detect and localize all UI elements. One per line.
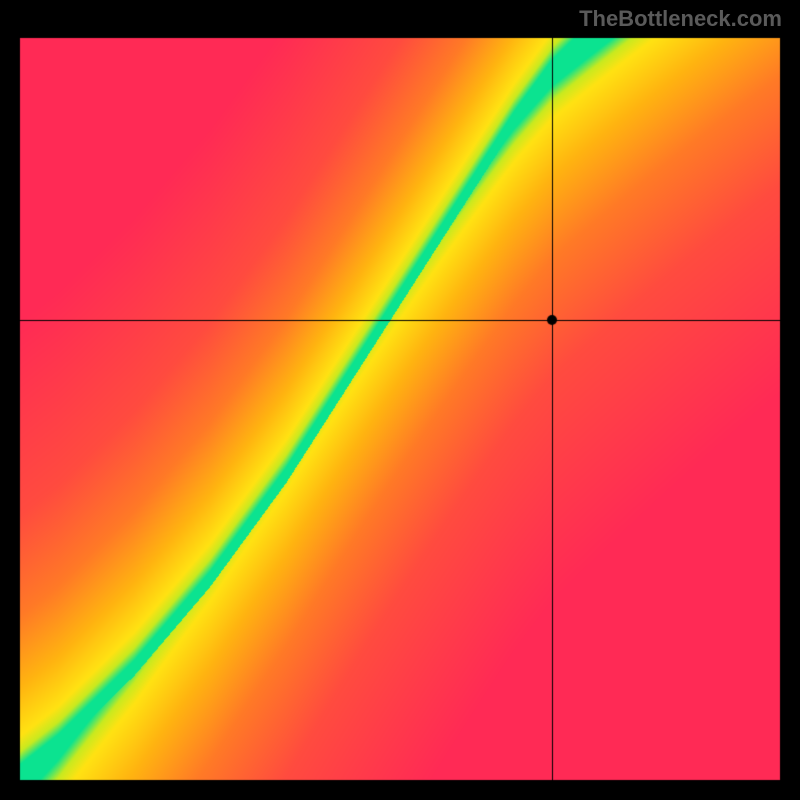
chart-container: TheBottleneck.com xyxy=(0,0,800,800)
bottleneck-heatmap xyxy=(0,0,800,800)
watermark-label: TheBottleneck.com xyxy=(579,6,782,32)
